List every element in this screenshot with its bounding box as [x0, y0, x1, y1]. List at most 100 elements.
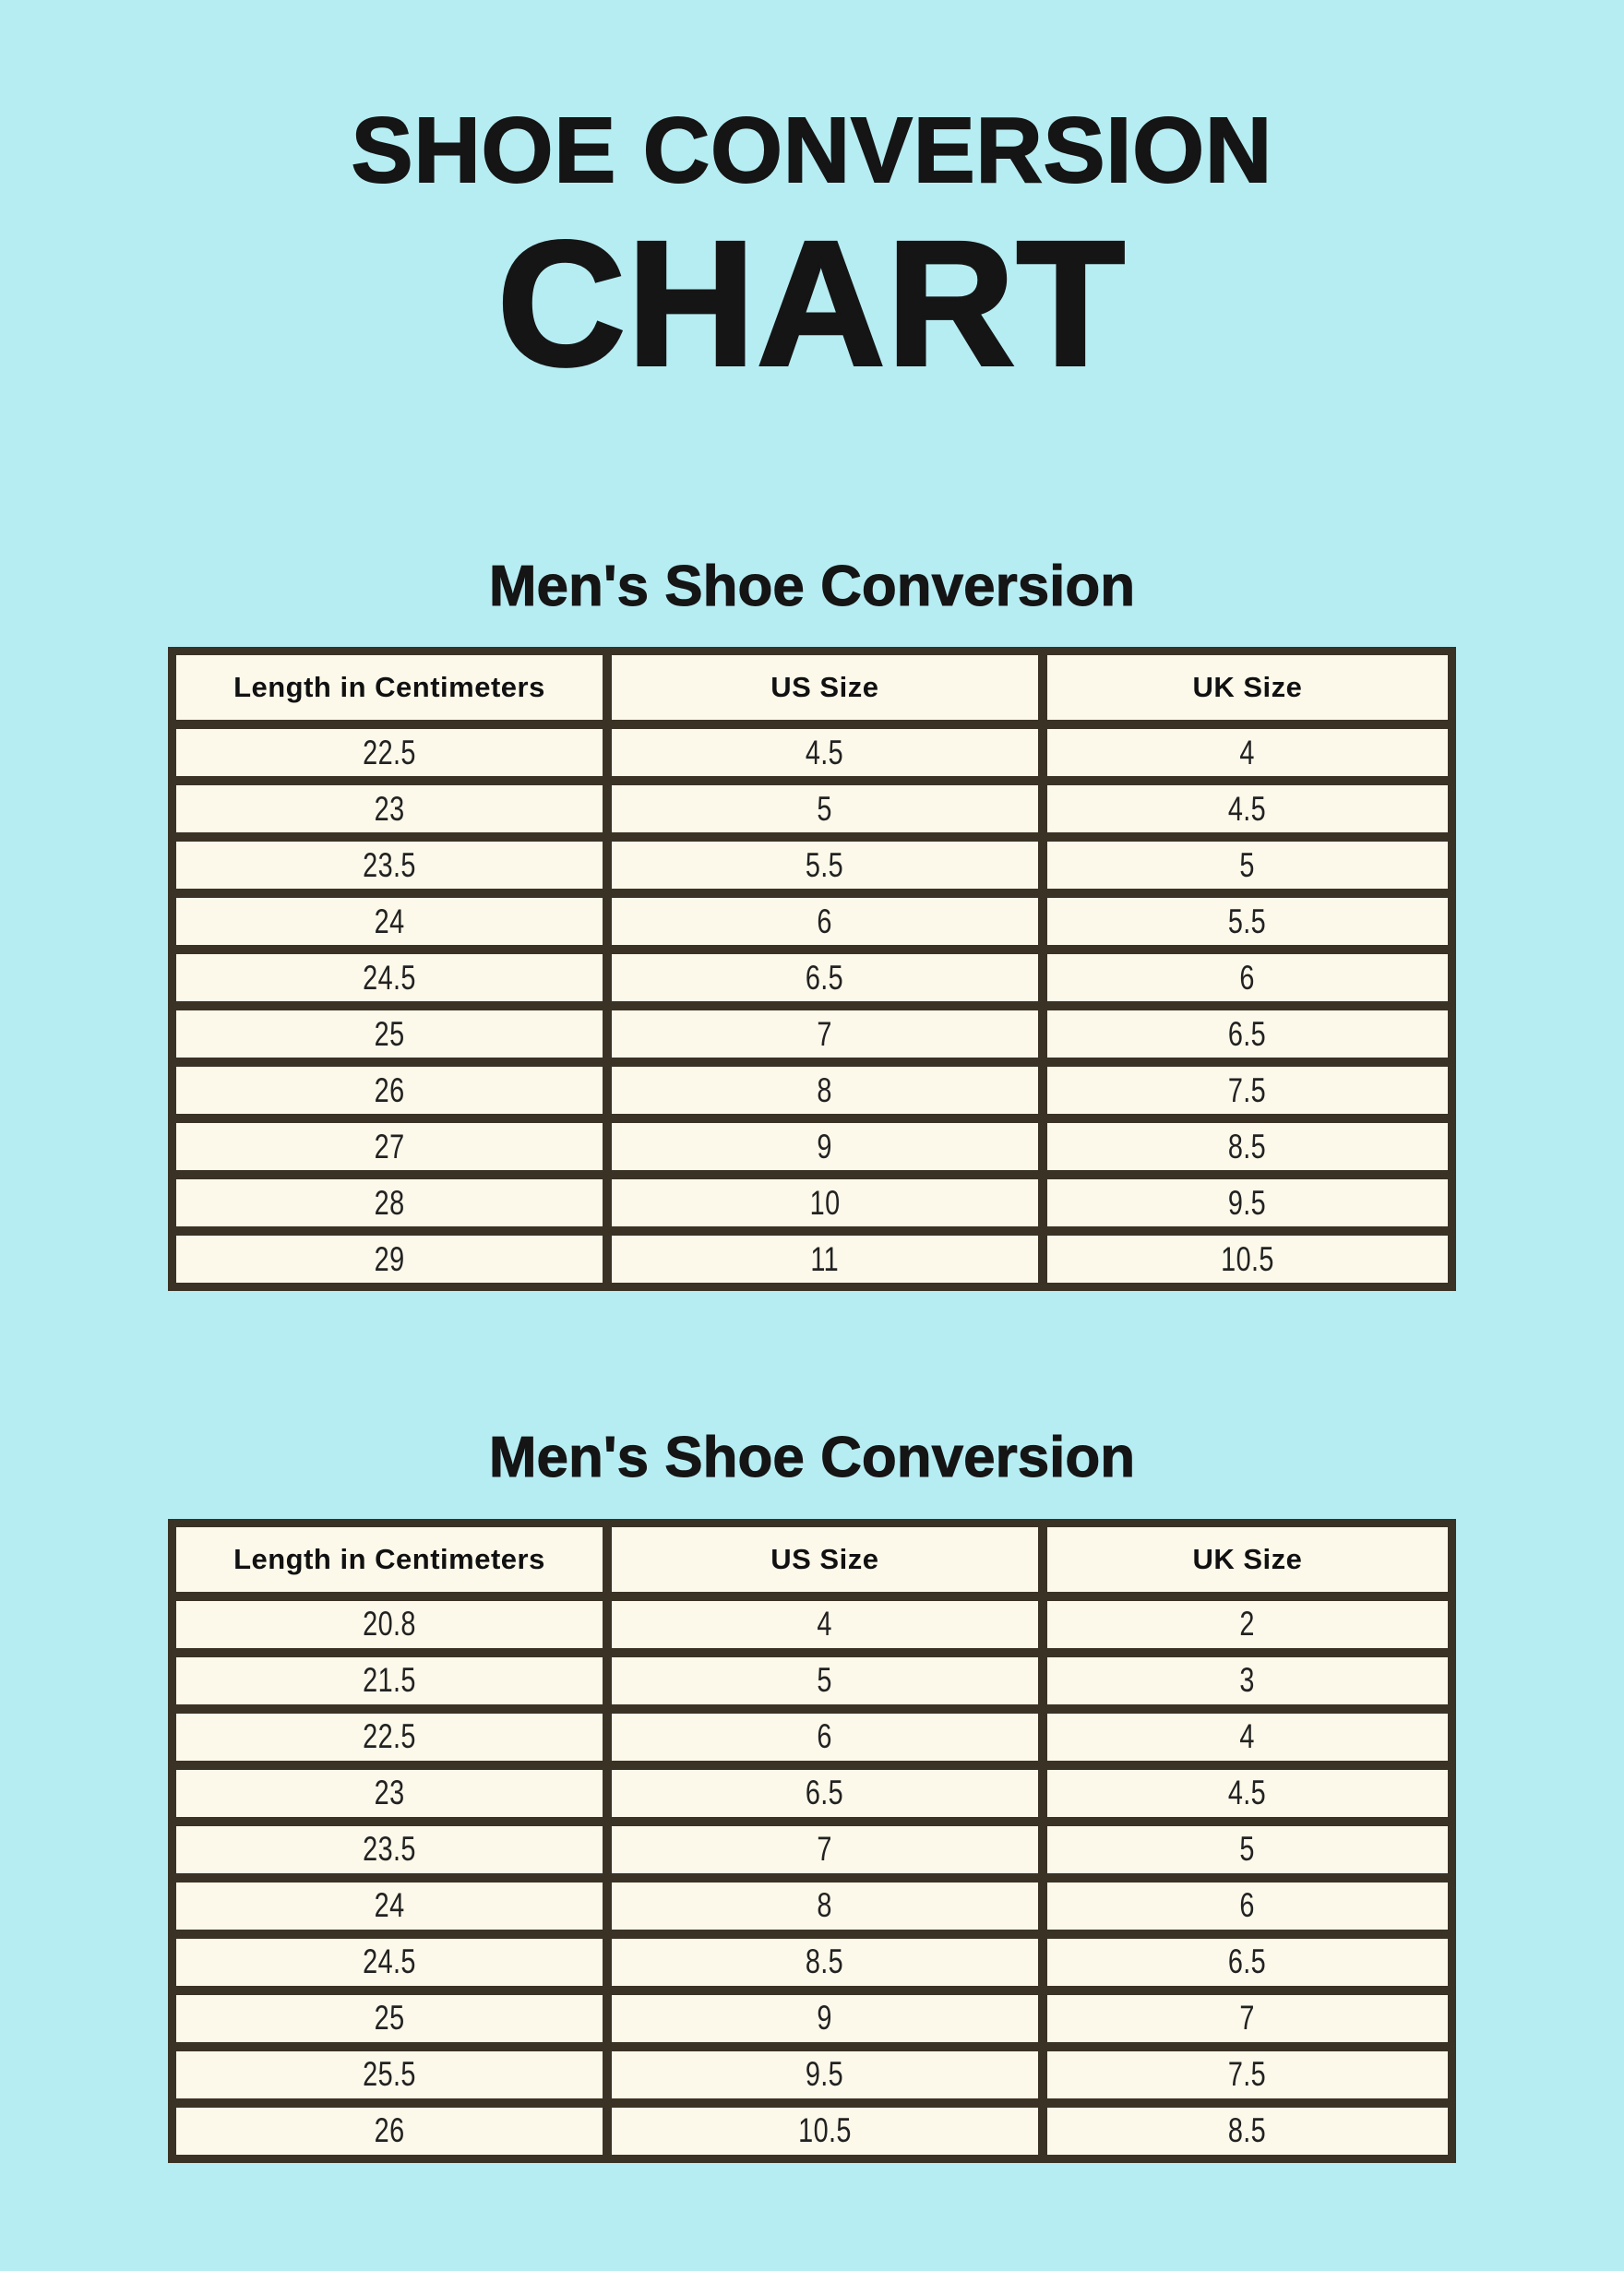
cell-value: 4	[817, 1605, 833, 1643]
cell-value: 7.5	[1228, 2055, 1267, 2094]
table-cell: 7.5	[1042, 1062, 1452, 1119]
cell-value: 8.5	[1228, 1127, 1267, 1165]
table-row: 24 6 5.5	[172, 893, 1452, 950]
cell-value: 25	[374, 1999, 405, 2038]
cell-value: 9	[817, 1999, 833, 2038]
mens-conversion-section-1: Men's Shoe Conversion Length in Centimet…	[168, 554, 1456, 1292]
cell-value: 7	[817, 1830, 833, 1869]
poster-header: SHOE CONVERSION CHART	[168, 0, 1456, 402]
column-header: US Size	[606, 651, 1043, 725]
table-row: 24 8 6	[172, 1877, 1452, 1934]
cell-value: 9	[817, 1127, 833, 1165]
table-row: 27 9 8.5	[172, 1118, 1452, 1176]
table-cell: 25	[172, 1990, 607, 2047]
cell-value: 7	[1239, 1999, 1256, 2038]
table-row: 23.5 7 5	[172, 1821, 1452, 1878]
mens-conversion-section-2: Men's Shoe Conversion Length in Centimet…	[168, 1425, 1456, 2163]
cell-value: 6.5	[1228, 1942, 1267, 1981]
table-row: 26 10.5 8.5	[172, 2102, 1452, 2159]
table-cell: 8	[606, 1062, 1043, 1119]
cell-value: 25	[374, 1014, 405, 1053]
table-cell: 26	[172, 1062, 607, 1119]
table-cell: 9	[606, 1118, 1043, 1176]
cell-value: 6	[1239, 1886, 1256, 1925]
cell-value: 6	[817, 902, 833, 940]
table-cell: 2	[1042, 1596, 1452, 1653]
table-row: 24.5 6.5 6	[172, 950, 1452, 1007]
table-row: 23 5 4.5	[172, 781, 1452, 838]
cell-value: 23.5	[363, 1830, 416, 1869]
cell-value: 7.5	[1228, 1070, 1267, 1109]
section-title-2: Men's Shoe Conversion	[488, 1426, 1136, 1490]
cell-value: 28	[374, 1183, 405, 1222]
table-row: 25 9 7	[172, 1990, 1452, 2047]
cell-value: 8	[817, 1070, 833, 1109]
cell-value: 27	[374, 1127, 405, 1165]
table-cell: 9.5	[1042, 1175, 1452, 1232]
table-cell: 26	[172, 2102, 607, 2159]
table-body: 20.8 4 2 21.5 5 3 22.5 6 4 23 6.5 4.5 23.5 7 5 24 8 6 24.5…	[172, 1596, 1452, 2159]
table-cell: 22.5	[172, 1708, 607, 1765]
table-body: 22.5 4.5 4 23 5 4.5 23.5 5.5 5 24 6 5.5 24.5 6.5 6 25 7 6…	[172, 724, 1452, 1288]
cell-value: 6.5	[806, 958, 844, 997]
cell-value: 4.5	[1228, 1774, 1267, 1812]
cell-value: 24	[374, 1886, 405, 1925]
mens-shoe-conversion-table-2: Length in Centimeters US Size UK Size 20.8…	[168, 1518, 1456, 2163]
cell-value: 9.5	[1228, 1183, 1267, 1222]
table-row: 22.5 4.5 4	[172, 724, 1452, 782]
table-cell: 23.5	[172, 1821, 607, 1878]
table-cell: 11	[606, 1231, 1043, 1288]
table-cell: 25	[172, 1006, 607, 1063]
table-cell: 25.5	[172, 2046, 607, 2103]
table-cell: 7	[606, 1006, 1043, 1063]
cell-value: 8.5	[806, 1942, 844, 1981]
table-cell: 7	[606, 1821, 1043, 1878]
table-cell: 4.5	[1042, 781, 1452, 838]
table-cell: 4	[606, 1596, 1043, 1653]
cell-value: 24	[374, 902, 405, 940]
section-title-1: Men's Shoe Conversion	[488, 554, 1136, 618]
cell-value: 10.5	[1221, 1239, 1274, 1278]
table-cell: 5	[1042, 1821, 1452, 1878]
mens-shoe-conversion-table-1: Length in Centimeters US Size UK Size 22.5…	[168, 647, 1456, 1292]
column-header: UK Size	[1042, 651, 1452, 725]
table-row: 25 7 6.5	[172, 1006, 1452, 1063]
table-row: 26 8 7.5	[172, 1062, 1452, 1119]
table-cell: 6.5	[1042, 1006, 1452, 1063]
table-cell: 21.5	[172, 1652, 607, 1709]
table-cell: 8	[606, 1877, 1043, 1934]
cell-value: 23.5	[363, 845, 416, 884]
cell-value: 5	[817, 1661, 833, 1700]
table-cell: 27	[172, 1118, 607, 1176]
cell-value: 5.5	[806, 845, 844, 884]
table-cell: 7	[1042, 1990, 1452, 2047]
table-cell: 23	[172, 781, 607, 838]
cell-value: 5	[817, 789, 833, 828]
table-cell: 24.5	[172, 1933, 607, 1990]
column-header: UK Size	[1042, 1522, 1452, 1596]
column-header: US Size	[606, 1522, 1043, 1596]
table-cell: 3	[1042, 1652, 1452, 1709]
column-header: Length in Centimeters	[172, 651, 607, 725]
cell-value: 4	[1239, 733, 1256, 771]
table-row: 25.5 9.5 7.5	[172, 2046, 1452, 2103]
header-row: Length in Centimeters US Size UK Size	[172, 1522, 1452, 1596]
cell-value: 23	[374, 789, 405, 828]
table-cell: 24.5	[172, 950, 607, 1007]
cell-value: 22.5	[363, 1717, 416, 1756]
table-cell: 4	[1042, 1708, 1452, 1765]
main-title-line2: CHART	[496, 204, 1127, 402]
table-cell: 9.5	[606, 2046, 1043, 2103]
table-cell: 5	[606, 1652, 1043, 1709]
cell-value: 4.5	[806, 733, 844, 771]
cell-value: 20.8	[363, 1605, 416, 1643]
cell-value: 25.5	[363, 2055, 416, 2094]
table-row: 22.5 6 4	[172, 1708, 1452, 1765]
table-row: 23.5 5.5 5	[172, 837, 1452, 894]
table-cell: 4	[1042, 724, 1452, 782]
cell-value: 11	[810, 1239, 840, 1278]
table-cell: 4.5	[606, 724, 1043, 782]
cell-value: 6.5	[1228, 1014, 1267, 1053]
cell-value: 6	[1239, 958, 1256, 997]
cell-value: 2	[1239, 1605, 1256, 1643]
